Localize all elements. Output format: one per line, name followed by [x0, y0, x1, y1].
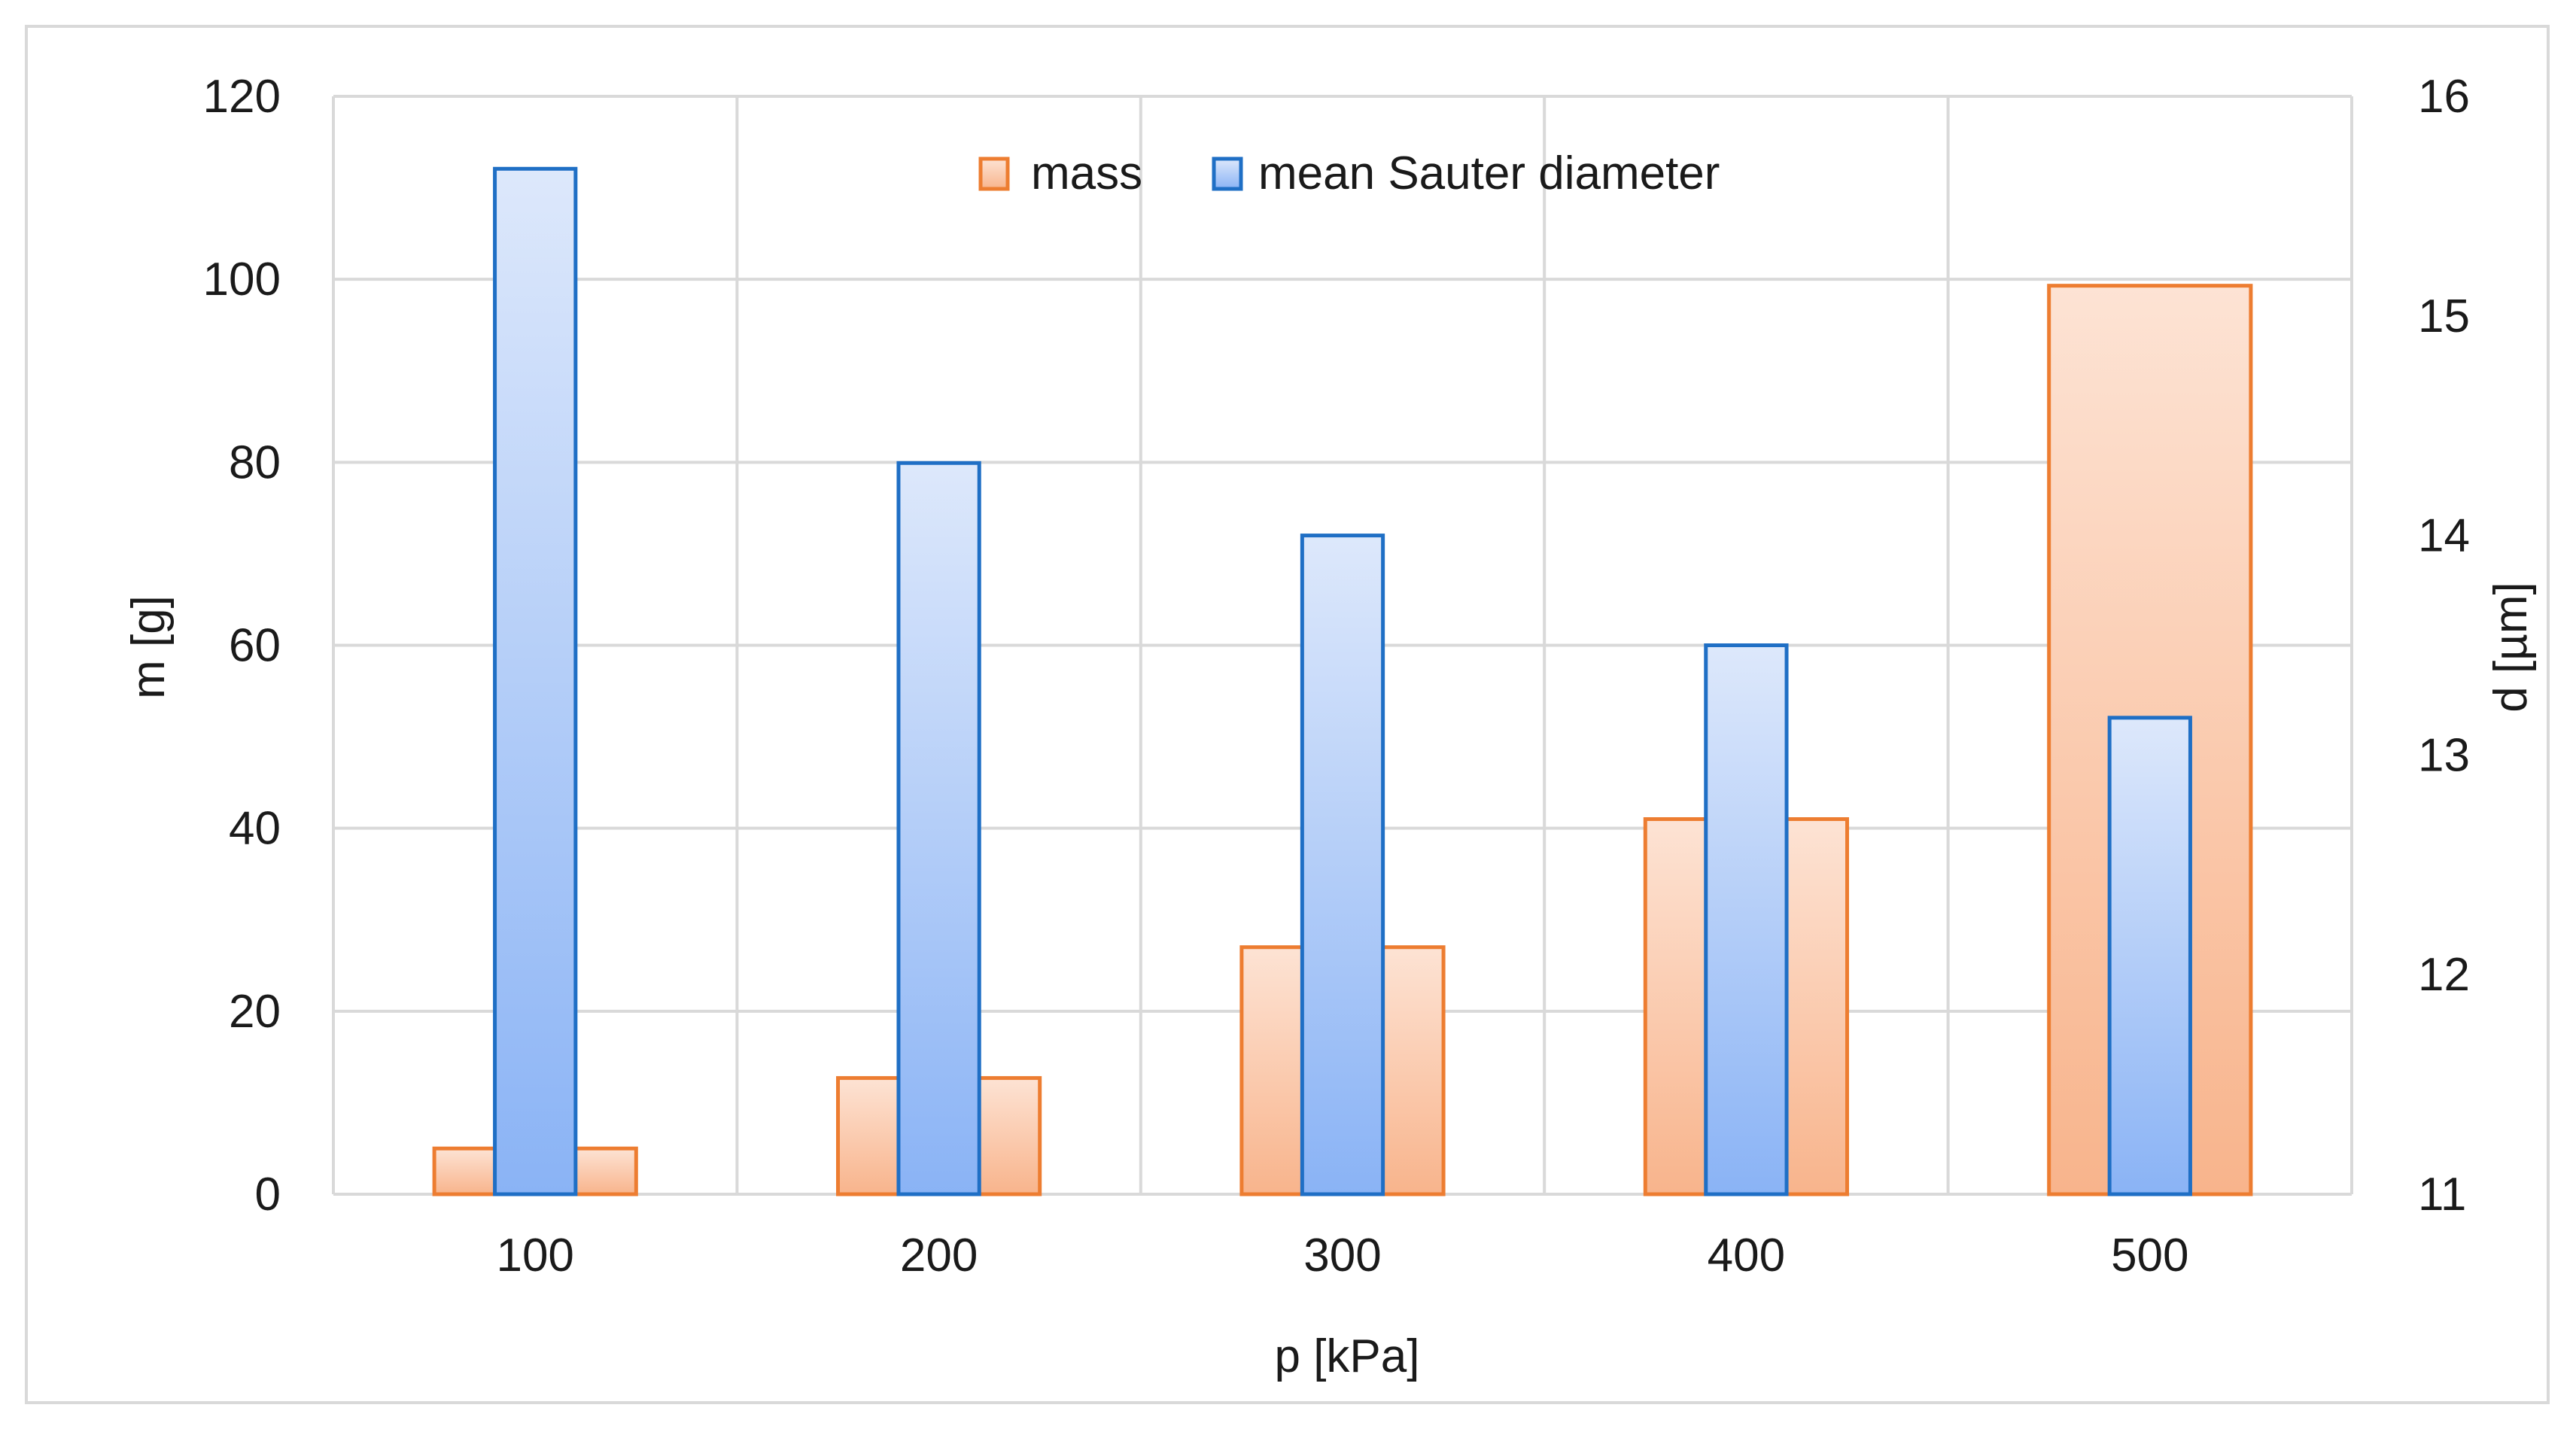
legend-swatch-mean-sauter-diameter: [1212, 157, 1243, 191]
legend-label-mass: mass: [1031, 147, 1142, 199]
y-tick-label-right: 16: [2418, 71, 2470, 123]
y-tick-label-left: 40: [229, 803, 281, 855]
bar-mean-sauter-diameter-300: [1300, 534, 1385, 1196]
y-tick-label-left: 60: [229, 620, 281, 672]
y-tick-label-right: 13: [2418, 729, 2470, 781]
x-tick-label: 200: [900, 1230, 978, 1282]
y-tick-label-right: 11: [2418, 1169, 2466, 1221]
y-axis-title-right: d [µm]: [2485, 582, 2537, 713]
y-tick-label-left: 20: [229, 986, 281, 1038]
legend-label-mean-sauter-diameter: mean Sauter diameter: [1258, 147, 1720, 199]
y-tick-label-left: 0: [255, 1169, 281, 1221]
bar-mean-sauter-diameter-500: [2107, 716, 2192, 1196]
x-tick-label: 400: [1708, 1230, 1785, 1282]
y-tick-label-left: 120: [203, 71, 281, 123]
bar-mean-sauter-diameter-200: [896, 461, 981, 1196]
bar-mean-sauter-diameter-400: [1704, 643, 1789, 1196]
y-axis-title-left: m [g]: [123, 595, 175, 699]
y-tick-label-right: 12: [2418, 949, 2470, 1001]
bar-mean-sauter-diameter-100: [493, 166, 578, 1196]
y-tick-label-left: 80: [229, 436, 281, 488]
x-tick-label: 300: [1303, 1230, 1381, 1282]
bars: [432, 166, 2253, 1196]
legend: mass mean Sauter diameter: [978, 147, 1720, 199]
tick-labels: 0 20 40 60 80 100 120 11 12 13 14 15 16 100 200 300 400 5…: [203, 71, 2470, 1282]
y-tick-label-right: 15: [2418, 290, 2470, 342]
x-tick-label: 100: [496, 1230, 573, 1282]
y-tick-label-right: 14: [2418, 510, 2470, 562]
gridlines: [332, 95, 2353, 1196]
y-tick-label-left: 100: [203, 254, 281, 306]
legend-swatch-mass: [978, 157, 1010, 191]
x-axis-title: p [kPa]: [1275, 1330, 1420, 1382]
x-tick-label: 500: [2111, 1230, 2188, 1282]
